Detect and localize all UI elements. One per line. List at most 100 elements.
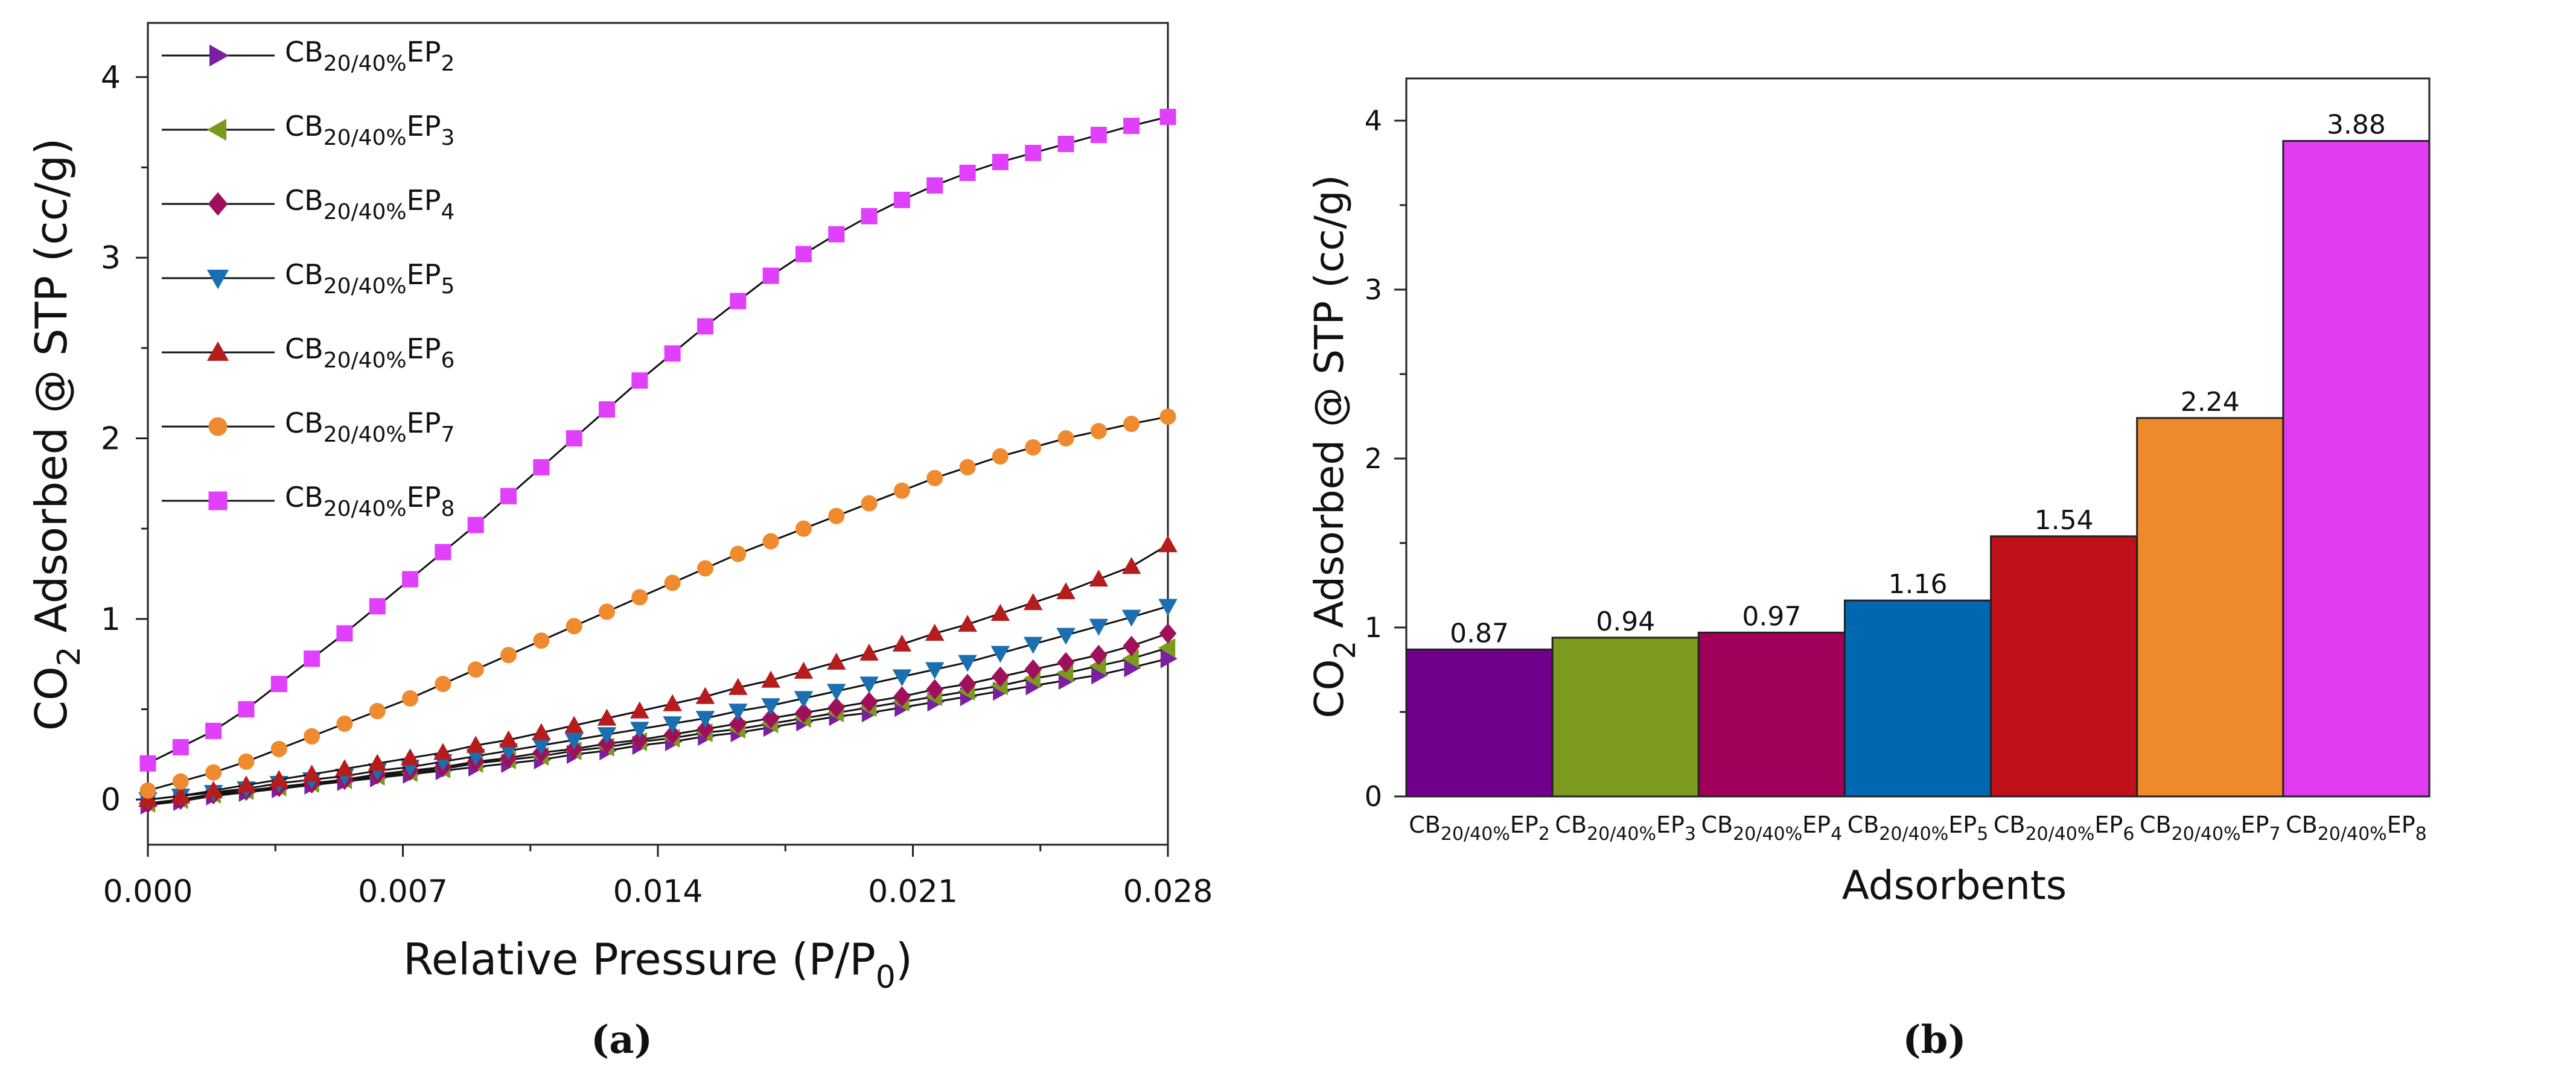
panel-a-data-point xyxy=(435,676,451,693)
panel-a-data-point xyxy=(1158,535,1178,553)
panel-a-legend-entry: CB20/40%EP7 xyxy=(162,407,454,447)
panel-a-label: (a) xyxy=(591,1017,652,1063)
panel-a-data-point xyxy=(369,598,386,615)
panel-a-data-point xyxy=(1025,439,1042,456)
panel-a-data-point xyxy=(697,318,713,335)
panel-a-data-point xyxy=(1121,609,1141,627)
panel-a-series-ep8 xyxy=(139,109,1176,772)
panel-a-legend-marker xyxy=(206,270,229,290)
panel-a-data-point xyxy=(238,753,255,770)
panel-a-legend-label: CB20/40%EP4 xyxy=(285,184,454,224)
panel-a-line-chart: 0 1 2 3 4 0.000 0.007 0.014 0.021 0.028 CB20/40%… xyxy=(26,22,1213,1063)
panel-a-data-point xyxy=(205,764,222,781)
panel-a-x-axis: 0.000 0.007 0.014 0.021 0.028 xyxy=(103,845,1213,910)
panel-a-legend-marker xyxy=(208,417,228,436)
panel-a-data-point xyxy=(860,691,878,713)
panel-a-legend-marker xyxy=(206,118,226,141)
panel-a-data-point xyxy=(958,673,977,694)
panel-b-y-tick-label: 4 xyxy=(1365,104,1382,137)
panel-b-bar xyxy=(1697,631,1846,798)
panel-a-data-point xyxy=(1123,118,1140,135)
panel-a-data-point xyxy=(663,724,681,745)
panel-a-legend-label: CB20/40%EP2 xyxy=(285,36,454,76)
panel-a-series-line xyxy=(147,658,1168,806)
panel-a-data-point xyxy=(533,632,550,649)
panel-a-data-point xyxy=(630,701,649,719)
panel-a-data-point xyxy=(958,655,977,672)
panel-a-data-point xyxy=(1159,408,1176,425)
panel-a-data-point xyxy=(304,728,320,745)
panel-a-data-point xyxy=(794,661,814,679)
panel-a-data-point xyxy=(335,759,354,777)
panel-a-data-point xyxy=(205,722,222,739)
panel-a-data-point xyxy=(336,625,353,642)
panel-a-data-point xyxy=(925,623,945,641)
panel-b-bar-chart: 0 1 2 3 4 0.87 0.94 0.97 1.16 1.54 2.24 3.88 CB20/… xyxy=(1306,77,2431,1063)
panel-a-data-point xyxy=(304,650,320,667)
panel-a-data-point xyxy=(597,727,617,745)
panel-b-bar xyxy=(1405,648,1554,798)
panel-a-data-point xyxy=(826,684,846,701)
panel-a-data-point xyxy=(433,743,453,760)
panel-a-data-point xyxy=(892,669,912,687)
panel-b-value-label: 0.94 xyxy=(1596,606,1655,637)
panel-a-data-point xyxy=(402,690,419,707)
panel-a-data-point xyxy=(859,676,879,694)
panel-b-x-axis-title: Adsorbents xyxy=(1842,862,2067,909)
panel-a-data-point xyxy=(664,345,681,362)
panel-a-data-point xyxy=(1090,644,1108,666)
panel-a-series-group xyxy=(138,109,1178,815)
panel-a-data-point xyxy=(1024,659,1042,680)
panel-a-data-point xyxy=(467,516,484,533)
panel-b-label: (b) xyxy=(1902,1017,1966,1063)
panel-a-legend: CB20/40%EP2 CB20/40%EP3 CB20/40%EP4 CB20/40… xyxy=(162,36,454,521)
panel-a-legend-marker xyxy=(209,44,229,67)
panel-a-x-tick-label: 0.028 xyxy=(1123,874,1213,910)
panel-a-data-point xyxy=(237,775,256,793)
panel-b-category-label: CB20/40%EP6 xyxy=(1994,812,2135,845)
panel-a-data-point xyxy=(203,781,223,798)
panel-a-legend-label: CB20/40%EP8 xyxy=(285,481,454,521)
panel-a-data-point xyxy=(795,246,812,262)
panel-b-bar xyxy=(2282,140,2431,798)
panel-a-data-point xyxy=(893,482,910,499)
panel-a-data-point xyxy=(827,697,846,718)
panel-a-data-point xyxy=(990,646,1010,663)
panel-a-data-point xyxy=(172,773,189,790)
panel-a-y-axis: 0 1 2 3 4 xyxy=(101,60,148,818)
panel-a-data-point xyxy=(270,740,287,757)
panel-a-data-point xyxy=(139,755,156,772)
panel-a-legend-label: CB20/40%EP3 xyxy=(285,110,454,150)
panel-a-data-point xyxy=(795,520,812,537)
panel-a-data-point xyxy=(697,560,713,577)
panel-a-data-point xyxy=(631,589,648,606)
panel-a-data-point xyxy=(1090,423,1107,440)
panel-a-data-point xyxy=(500,488,517,504)
panel-a-data-point xyxy=(926,177,943,194)
panel-a-y-tick-label: 3 xyxy=(101,240,121,276)
panel-a-legend-entry: CB20/40%EP5 xyxy=(162,258,454,299)
panel-b-category-label: CB20/40%EP8 xyxy=(2286,812,2427,845)
panel-a-x-tick-label: 0.014 xyxy=(613,874,703,910)
panel-b-bar xyxy=(2136,417,2284,798)
panel-b-bar xyxy=(1843,599,1992,798)
panel-a-data-point xyxy=(990,603,1010,621)
panel-a-data-point xyxy=(1057,652,1075,673)
panel-a-data-point xyxy=(467,661,484,678)
panel-a-data-point xyxy=(171,786,191,804)
panel-a-data-point xyxy=(893,191,910,208)
panel-a-data-point xyxy=(893,686,911,707)
panel-a-data-point xyxy=(728,678,748,695)
panel-a-legend-entry: CB20/40%EP8 xyxy=(162,481,454,521)
panel-a-data-point xyxy=(566,430,582,446)
panel-a-series-ep5 xyxy=(138,599,1178,810)
panel-a-data-point xyxy=(1056,582,1076,600)
panel-a-data-point xyxy=(729,713,747,734)
panel-a-data-point xyxy=(663,716,682,734)
panel-a-data-point xyxy=(861,208,878,224)
panel-a-data-point xyxy=(728,704,748,721)
panel-a-data-point xyxy=(1123,416,1140,433)
panel-a-data-point xyxy=(861,495,878,512)
panel-b-y-axis-title: CO2 Adsorbed @ STP (cc/g) xyxy=(1306,175,1362,719)
